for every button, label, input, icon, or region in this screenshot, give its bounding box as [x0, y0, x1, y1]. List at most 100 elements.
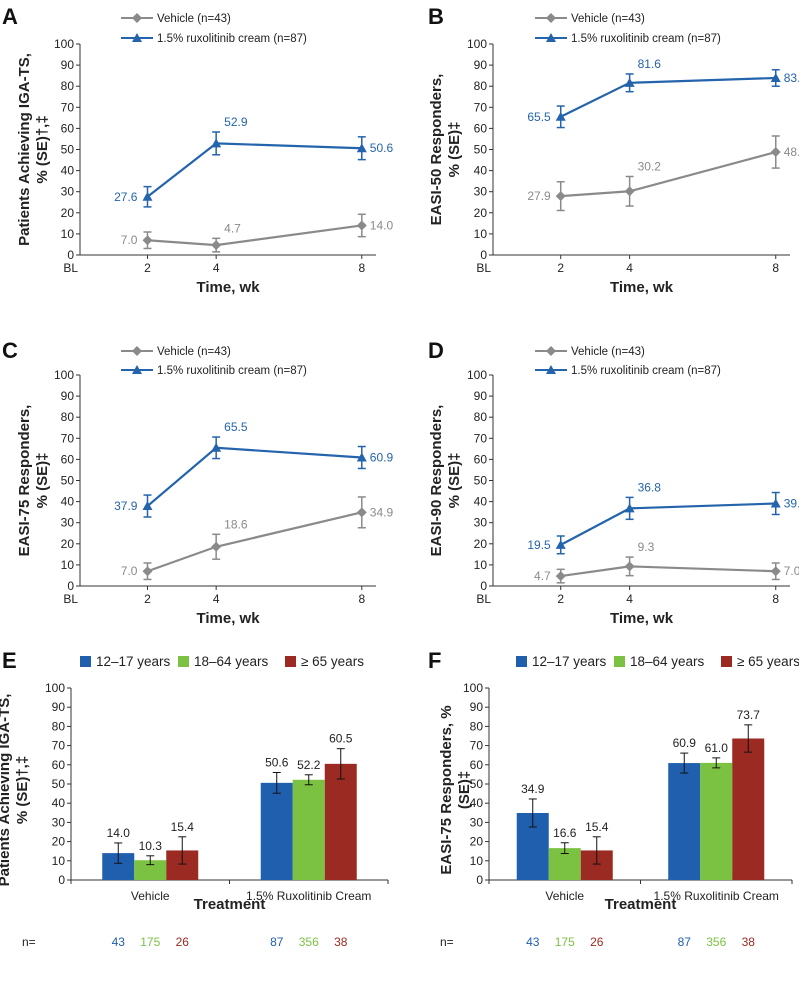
panel-a-y-tick-label: 10 [61, 227, 75, 241]
panel-a-x-tick-label: BL [63, 261, 78, 275]
panel-a-y-tick-label: 20 [61, 206, 75, 220]
panel-a-x-label: Time, wk [196, 279, 260, 296]
panel-f-x-label: Treatment [605, 896, 677, 913]
panel-d-y-tick-label: 0 [480, 579, 487, 593]
panel-b-vehicle-data-label: 30.2 [638, 160, 662, 174]
panel-b: B Vehicle (n=43) 1.5% ruxolitinib cream (n… [428, 4, 799, 296]
panel-e-bar-value-label: 15.4 [171, 820, 195, 834]
panel-e-legend-swatch [285, 656, 296, 667]
panel-e-y-tick-label: 20 [52, 835, 66, 849]
panel-b-y-tick-label: 40 [474, 164, 488, 178]
panel-b-y-tick-label: 70 [474, 100, 488, 114]
panel-f-y-tick-label: 90 [470, 700, 484, 714]
panel-b-y-tick-label: 10 [474, 227, 488, 241]
panel-b-y-tick-label: 20 [474, 206, 488, 220]
panel-c-x-label: Time, wk [196, 610, 260, 627]
panel-f-legend-label: ≥ 65 years [737, 654, 799, 669]
panel-b-y-tick-label: 50 [474, 143, 488, 157]
panel-b-ruxolitinib-data-label: 65.5 [527, 110, 551, 124]
panel-a-legend-ruxolitinib-point [132, 33, 142, 42]
panel-a-y-tick-label: 90 [61, 58, 75, 72]
panel-d-x-tick-label: BL [476, 592, 491, 606]
panel-f-bar [732, 738, 765, 880]
panel-d-x-tick-label: 8 [772, 592, 779, 606]
panel-e-legend-swatch [80, 656, 91, 667]
panel-e-legend-label: ≥ 65 years [301, 654, 364, 669]
panel-e-bar [324, 763, 357, 880]
panel-f-n-value: 38 [742, 935, 756, 949]
panel-a-vehicle-line [147, 224, 362, 247]
panel-c-x-tick-label: 2 [144, 592, 151, 606]
panel-b-legend-vehicle-point [546, 13, 556, 23]
panel-c-x-tick-label: BL [63, 592, 78, 606]
panel-a-legend: Vehicle (n=43) 1.5% ruxolitinib cream (n=… [121, 13, 307, 45]
panel-d-vehicle-1-vehicle-point [624, 561, 635, 572]
panel-b-vehicle-data-label: 48.8 [784, 145, 799, 159]
panel-a-x-tick-label: 4 [213, 261, 220, 275]
panel-f-legend-label: 18–64 years [630, 654, 705, 669]
panel-d-ruxolitinib-2-ruxolitinib-point [770, 498, 781, 508]
panel-d-x-label: Time, wk [610, 610, 674, 627]
panel-d-ruxolitinib-0-ruxolitinib-point [555, 539, 566, 549]
panel-a-y-label-line: % (SE)†,‡ [34, 115, 51, 183]
panel-c-y-tick-label: 50 [61, 474, 75, 488]
panel-c-x-tick-label: 8 [358, 592, 365, 606]
panel-a-legend-vehicle-point [132, 13, 142, 23]
panel-a-y-tick-label: 0 [67, 248, 74, 262]
panel-e-y-tick-label: 70 [52, 739, 66, 753]
panel-e-y-label-line: Patients Achieving IGA-TS, [0, 694, 13, 887]
panel-c-vehicle-line [147, 511, 363, 573]
panel-e-y-tick-label: 0 [58, 873, 65, 887]
panel-b-y-tick-label: 30 [474, 185, 488, 199]
panel-f-y-tick-label: 0 [476, 873, 483, 887]
panel-e-bar-value-label: 50.6 [265, 755, 289, 769]
panel-d-ruxolitinib-data-label: 36.8 [638, 480, 662, 494]
panel-b-y-tick-label: 80 [474, 79, 488, 93]
panel-a-y-tick-label: 50 [61, 143, 75, 157]
panel-a-y-label-line: Patients Achieving IGA-TS, [16, 53, 33, 246]
panel-e-bar-value-label: 14.0 [107, 826, 131, 840]
panel-a-x-tick-label: 2 [144, 261, 151, 275]
panel-c-legend-ruxolitinib-label: 1.5% ruxolitinib cream (n=87) [157, 365, 307, 377]
panel-b-x-tick-label: BL [476, 261, 491, 275]
panel-b-letter: B [428, 4, 444, 29]
panel-e-bar [292, 779, 325, 880]
panel-e-legend-label: 18–64 years [194, 654, 269, 669]
panel-c-ruxolitinib-line [146, 446, 362, 507]
panel-d-y-tick-label: 30 [474, 516, 488, 530]
panel-d-vehicle-data-label: 9.3 [638, 540, 655, 554]
panel-c-y-tick-label: 20 [61, 537, 75, 551]
panel-a-vehicle-1-vehicle-point [211, 240, 222, 251]
panel-d-x-tick-label: 2 [557, 592, 564, 606]
panel-c: C Vehicle (n=43) 1.5% ruxolitinib cream (n… [2, 338, 393, 627]
panel-f-bar [700, 762, 733, 880]
panel-f-bar-value-label: 15.4 [585, 820, 609, 834]
panel-b-vehicle-0-vehicle-point [555, 191, 566, 202]
panel-b-legend-ruxolitinib-label: 1.5% ruxolitinib cream (n=87) [571, 33, 721, 45]
panel-c-y-tick-label: 60 [61, 452, 75, 466]
panel-e-legend-label: 12–17 years [96, 654, 171, 669]
panel-f-bar-value-label: 60.9 [673, 736, 697, 750]
panel-b-ruxolitinib-data-label: 81.6 [638, 57, 662, 71]
panel-a-ruxolitinib-line [146, 142, 362, 198]
panel-d-legend-ruxolitinib-point [546, 365, 556, 374]
panel-c-vehicle-data-label: 34.9 [370, 505, 394, 519]
panel-b-ruxolitinib-2-ruxolitinib-point [770, 72, 781, 82]
panel-f-n-value: 175 [555, 935, 575, 949]
panel-a: A Vehicle (n=43) 1.5% ruxolitinib cream (n… [2, 4, 393, 296]
panel-d-vehicle-data-label: 4.7 [534, 569, 551, 583]
panel-e-y-tick-label: 50 [52, 777, 66, 791]
panel-e-y-label-line: % (SE)†,‡ [14, 756, 31, 824]
panel-c-y-label-line: EASI-75 Responders, [16, 405, 33, 557]
panel-a-vehicle-data-label: 7.0 [121, 233, 138, 247]
panel-a-vehicle-data-label: 14.0 [370, 218, 394, 232]
panel-c-ruxolitinib-0-ruxolitinib-point [142, 501, 153, 511]
panel-b-vehicle-2-vehicle-point [770, 147, 781, 158]
panel-f-y-tick-label: 70 [470, 739, 484, 753]
panel-e-bar [134, 860, 167, 880]
panel-d-legend-vehicle-label: Vehicle (n=43) [571, 346, 645, 358]
panel-d-letter: D [428, 338, 444, 363]
panel-e-bar-value-label: 10.3 [139, 839, 163, 853]
panel-d-y-tick-label: 40 [474, 495, 488, 509]
